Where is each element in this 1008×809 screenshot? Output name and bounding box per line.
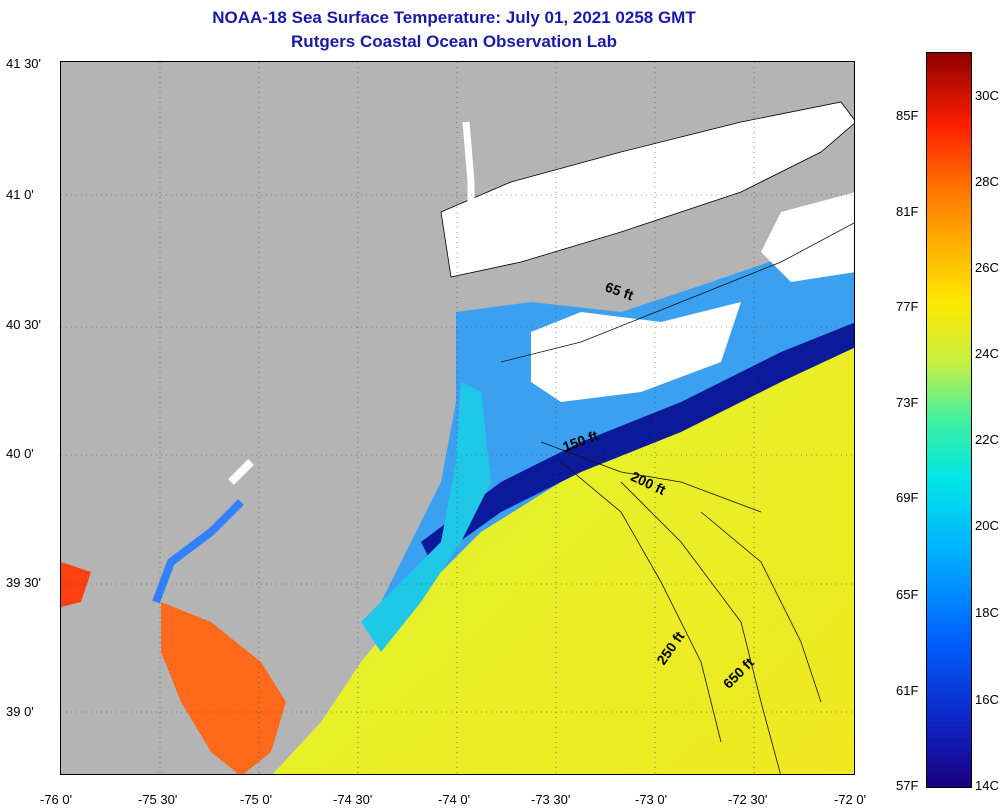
colorbar-c-label: 18C bbox=[975, 605, 999, 620]
lon-label: -73 30' bbox=[531, 792, 571, 807]
colorbar-f-label: 57F bbox=[896, 778, 919, 793]
isobath-lines bbox=[500, 222, 854, 774]
colorbar-c-label: 22C bbox=[975, 432, 999, 447]
lon-label: -73 0' bbox=[635, 792, 668, 807]
lat-label: 39 30' bbox=[6, 575, 42, 590]
lon-label: -72 0' bbox=[834, 792, 867, 807]
lat-label: 41 30' bbox=[6, 56, 42, 71]
colorbar-f-label: 73F bbox=[896, 395, 919, 410]
colorbar-f-label: 77F bbox=[896, 299, 919, 314]
lat-label: 41 0' bbox=[6, 187, 34, 202]
graticule bbox=[61, 62, 854, 774]
colorbar-c-label: 16C bbox=[975, 692, 999, 707]
lon-label: -75 0' bbox=[240, 792, 273, 807]
colorbar-c-label: 24C bbox=[975, 346, 999, 361]
hudson-river bbox=[462, 121, 475, 262]
colorbar-f-label: 65F bbox=[896, 587, 919, 602]
lon-label: -75 30' bbox=[138, 792, 178, 807]
colorbar-f-label: 81F bbox=[896, 204, 919, 219]
long-island-cloud bbox=[440, 101, 854, 278]
colorbar-f-label: 61F bbox=[896, 683, 919, 698]
map-subtitle: Rutgers Coastal Ocean Observation Lab bbox=[291, 32, 617, 51]
lon-label: -76 0' bbox=[40, 792, 73, 807]
colorbar-c-label: 14C bbox=[975, 778, 999, 793]
colorbar-c-label: 20C bbox=[975, 518, 999, 533]
nearshore-cyan bbox=[361, 382, 491, 652]
lat-label: 39 0' bbox=[6, 704, 34, 719]
lat-label: 40 30' bbox=[6, 317, 42, 332]
lat-label: 40 0' bbox=[6, 446, 34, 461]
colorbar-f-label: 85F bbox=[896, 108, 919, 123]
sst-map-canvas bbox=[61, 62, 854, 774]
lon-label: -74 0' bbox=[438, 792, 471, 807]
cloud-patch-east bbox=[761, 192, 854, 282]
coastal-cool-water bbox=[381, 232, 854, 622]
colorbar-c-label: 30C bbox=[975, 88, 999, 103]
delaware-river bbox=[152, 499, 244, 604]
lon-label: -72 30' bbox=[728, 792, 768, 807]
upwelling-band bbox=[421, 322, 854, 562]
delaware-bay-warm bbox=[161, 602, 286, 774]
colorbar bbox=[926, 52, 972, 788]
sst-map bbox=[60, 61, 855, 775]
colorbar-f-label: 69F bbox=[896, 490, 919, 505]
colorbar-c-label: 28C bbox=[975, 174, 999, 189]
lon-label: -74 30' bbox=[333, 792, 373, 807]
colorbar-c-label: 26C bbox=[975, 260, 999, 275]
delaware-upper bbox=[228, 459, 254, 485]
west-warm bbox=[61, 562, 91, 607]
map-title: NOAA-18 Sea Surface Temperature: July 01… bbox=[212, 8, 696, 27]
cloud-area bbox=[531, 302, 741, 402]
